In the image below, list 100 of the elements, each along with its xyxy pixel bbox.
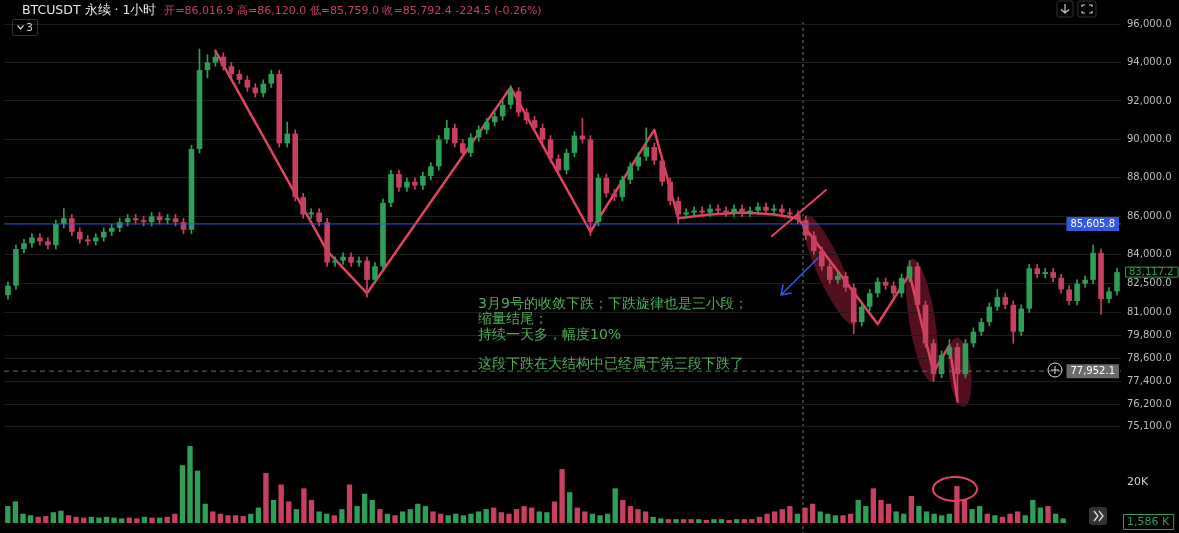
text: 83,117.2: [1129, 265, 1174, 277]
bar: [491, 507, 497, 523]
bar: [20, 513, 26, 523]
bar: [825, 513, 831, 523]
bar: [893, 511, 899, 523]
bar: [50, 512, 57, 523]
bar: [764, 513, 770, 523]
bar: [73, 516, 79, 523]
y-tick-label: 79,800.0: [1127, 329, 1172, 341]
bar: [544, 512, 550, 523]
bar: [399, 511, 406, 523]
bar: [650, 516, 656, 523]
y-tick-label: 76,200.0: [1127, 398, 1172, 410]
bar: [119, 518, 125, 523]
bar: [582, 511, 588, 523]
bar: [620, 499, 626, 523]
bar: [1014, 511, 1021, 523]
y-tick-label: 90,000.0: [1127, 133, 1172, 144]
bar: [35, 516, 41, 523]
bar: [437, 513, 444, 523]
bar: [172, 513, 178, 523]
bar: [658, 518, 664, 523]
bar: [392, 515, 398, 523]
bar: [362, 493, 368, 523]
y-tick-label: 96,000.0: [1127, 17, 1172, 29]
bar: [187, 446, 193, 523]
bar: [27, 515, 34, 523]
bar: [468, 513, 474, 523]
bar: [324, 513, 330, 523]
candlestick: [1042, 267, 1048, 279]
bar: [1052, 513, 1059, 523]
bar: [870, 488, 877, 523]
bar: [908, 496, 914, 523]
bar: [103, 516, 110, 523]
bar: [642, 511, 649, 523]
bar: [354, 506, 360, 523]
bar: [923, 511, 930, 523]
bar: [711, 519, 717, 523]
bar: [179, 465, 186, 523]
bar: [164, 516, 170, 523]
bar: [202, 503, 208, 523]
ref-line-label: 85,605.8: [1070, 217, 1115, 229]
bar: [1022, 515, 1028, 523]
bar: [483, 509, 489, 523]
candlestick: [332, 256, 338, 267]
bar: [141, 516, 148, 523]
y-tick-label: 77,400.0: [1127, 375, 1172, 387]
bar: [293, 509, 299, 523]
y-tick-label: 78,600.0: [1127, 352, 1172, 364]
bar: [559, 469, 565, 523]
bar: [331, 515, 337, 523]
bar: [210, 511, 216, 523]
y-tick-label: 94,000.0: [1127, 56, 1172, 68]
candlestick: [356, 256, 362, 267]
bar: [270, 499, 277, 523]
candlestick: [308, 208, 314, 219]
bar: [88, 516, 94, 523]
candlestick: [715, 204, 721, 215]
bar: [627, 506, 634, 523]
bar: [536, 511, 542, 523]
bar: [529, 507, 535, 523]
bar: [1037, 507, 1044, 523]
bar: [939, 515, 945, 523]
bar: [665, 519, 672, 523]
bar: [817, 511, 823, 523]
annotation: 3: [26, 21, 33, 34]
bar: [688, 519, 694, 523]
bar: [248, 513, 254, 523]
bar: [384, 513, 391, 523]
bar: [551, 501, 558, 523]
bar: [240, 516, 246, 523]
bar: [346, 484, 353, 523]
bar: [1030, 499, 1036, 523]
bar: [567, 492, 573, 523]
bar: [749, 519, 755, 523]
bar: [604, 513, 611, 523]
bar: [301, 488, 307, 523]
bar: [635, 509, 641, 523]
bar: [741, 519, 747, 523]
y-tick-label: 92,000.0: [1127, 94, 1172, 106]
text: 20K: [1127, 474, 1149, 488]
bar: [369, 499, 375, 523]
bar: [969, 509, 975, 523]
chart-title: BTCUSDT 永续 · 1小时: [22, 2, 157, 17]
bar: [977, 506, 983, 523]
bar: [415, 503, 421, 523]
bar: [878, 499, 884, 523]
bar: [43, 516, 49, 523]
y-tick-label: 84,000.0: [1127, 248, 1172, 260]
bar: [832, 515, 839, 523]
bar: [149, 517, 155, 523]
bar: [194, 470, 201, 523]
bar: [855, 499, 861, 523]
bar: [316, 511, 322, 523]
bar: [916, 506, 922, 523]
bar: [847, 513, 854, 523]
candlestick: [787, 208, 793, 219]
y-tick-label: 82,500.0: [1127, 277, 1172, 289]
annotation: 缩量结尾；: [478, 310, 548, 327]
y-tick-label: 88,000.0: [1127, 171, 1172, 183]
